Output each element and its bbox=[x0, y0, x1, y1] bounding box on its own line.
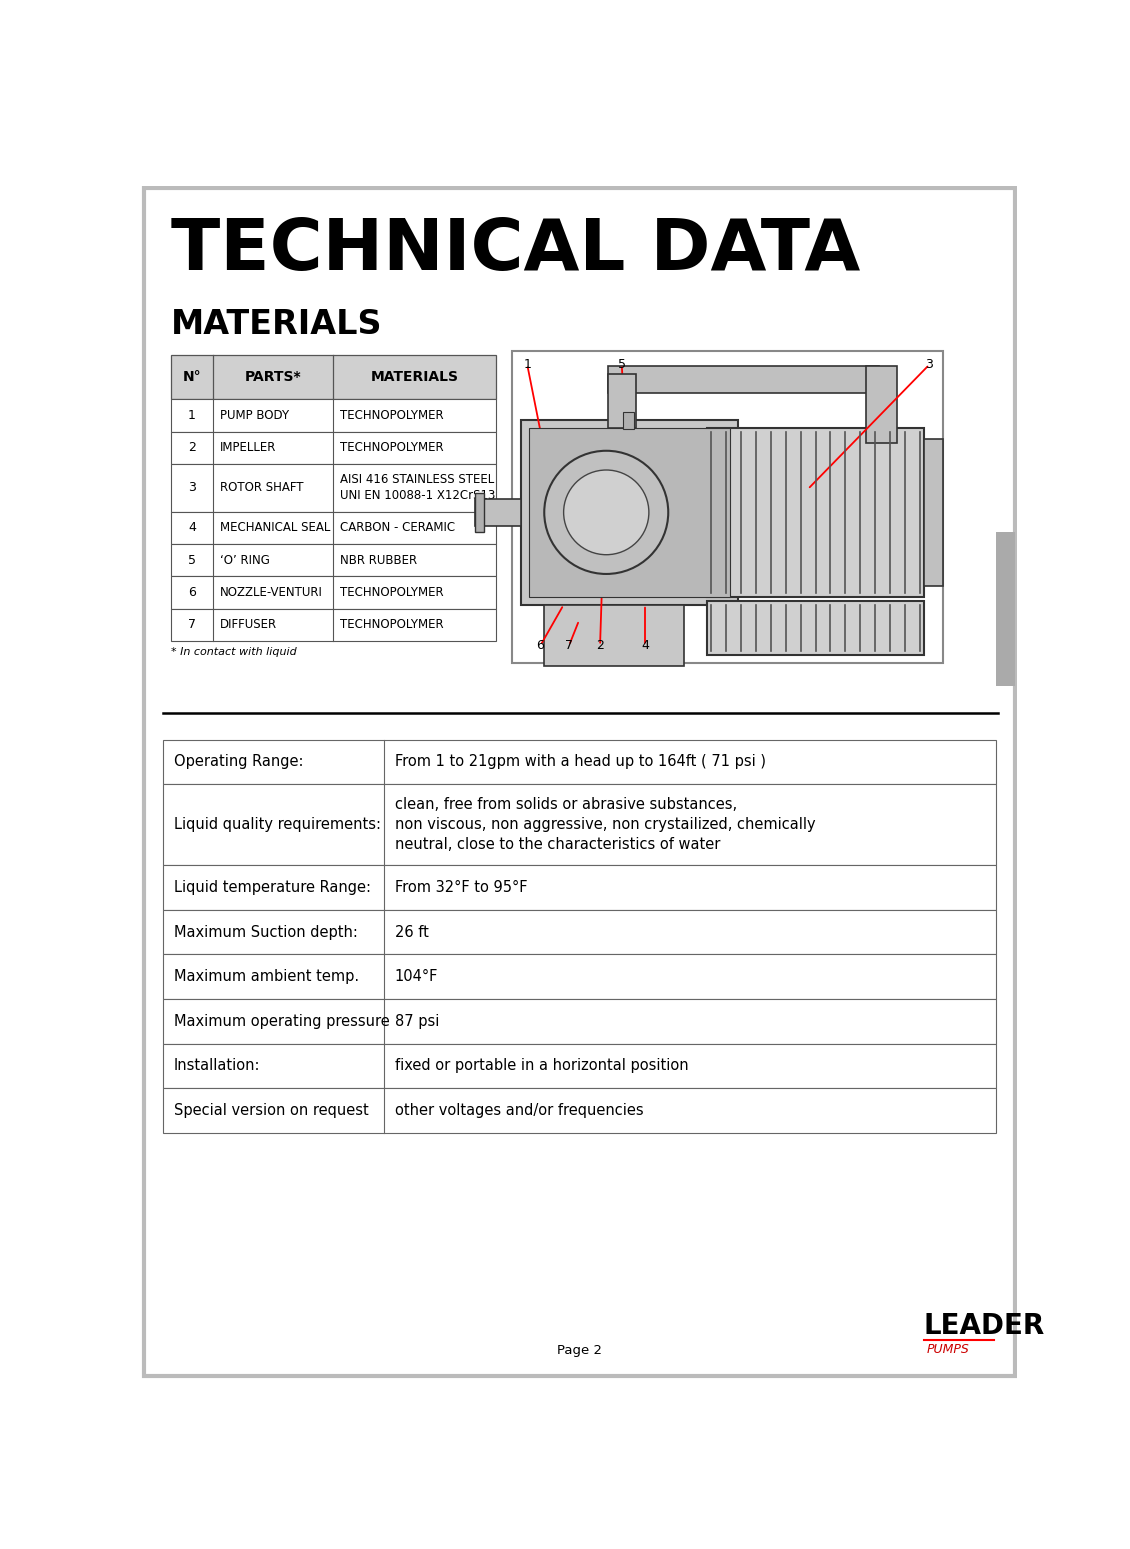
Bar bbox=[475, 499, 521, 527]
Text: Installation:: Installation: bbox=[174, 1058, 260, 1073]
Bar bbox=[171, 576, 496, 609]
Bar bbox=[163, 909, 996, 954]
Bar bbox=[475, 493, 484, 531]
Bar bbox=[171, 432, 496, 463]
Text: 5: 5 bbox=[188, 553, 195, 567]
Bar bbox=[707, 601, 924, 655]
Text: Operating Range:: Operating Range: bbox=[174, 754, 303, 770]
Bar bbox=[163, 1044, 996, 1089]
Bar bbox=[545, 604, 684, 666]
Bar bbox=[924, 440, 944, 586]
Text: N°: N° bbox=[183, 370, 201, 384]
Text: TECHNOPOLYMER: TECHNOPOLYMER bbox=[340, 618, 443, 632]
Text: PUMPS: PUMPS bbox=[927, 1343, 970, 1355]
Text: ‘O’ RING: ‘O’ RING bbox=[219, 553, 269, 567]
Text: 7: 7 bbox=[565, 640, 573, 652]
Bar bbox=[163, 954, 996, 999]
Text: ROTOR SHAFT: ROTOR SHAFT bbox=[219, 482, 303, 494]
Text: DIFFUSER: DIFFUSER bbox=[219, 618, 277, 632]
Bar bbox=[512, 350, 944, 663]
Text: NBR RUBBER: NBR RUBBER bbox=[340, 553, 417, 567]
Text: 6: 6 bbox=[537, 640, 545, 652]
Bar bbox=[163, 864, 996, 909]
Bar bbox=[521, 420, 738, 604]
Text: PUMP BODY: PUMP BODY bbox=[219, 409, 288, 421]
Text: 4: 4 bbox=[641, 640, 649, 652]
Text: 26 ft: 26 ft bbox=[394, 925, 428, 940]
Text: TECHNOPOLYMER: TECHNOPOLYMER bbox=[340, 586, 443, 599]
Text: MATERIALS: MATERIALS bbox=[371, 370, 459, 384]
Bar bbox=[866, 366, 897, 443]
Text: 87 psi: 87 psi bbox=[394, 1015, 440, 1029]
Text: AISI 416 STAINLESS STEEL
UNI EN 10088-1 X12CrS13: AISI 416 STAINLESS STEEL UNI EN 10088-1 … bbox=[340, 472, 495, 502]
Bar bbox=[163, 739, 996, 784]
Text: clean, free from solids or abrasive substances,
non viscous, non aggressive, non: clean, free from solids or abrasive subs… bbox=[394, 796, 816, 852]
Text: TECHNICAL DATA: TECHNICAL DATA bbox=[171, 215, 860, 285]
Text: 2: 2 bbox=[597, 640, 605, 652]
Text: 3: 3 bbox=[188, 482, 195, 494]
Text: IMPELLER: IMPELLER bbox=[219, 441, 276, 454]
Circle shape bbox=[564, 469, 649, 555]
Text: 6: 6 bbox=[188, 586, 195, 599]
Bar bbox=[171, 544, 496, 576]
Bar bbox=[163, 1089, 996, 1132]
Bar bbox=[624, 412, 634, 429]
Text: * In contact with liquid: * In contact with liquid bbox=[171, 647, 296, 657]
Bar bbox=[171, 355, 496, 400]
Bar bbox=[163, 999, 996, 1044]
Text: From 1 to 21gpm with a head up to 164ft ( 71 psi ): From 1 to 21gpm with a head up to 164ft … bbox=[394, 754, 766, 770]
Text: Maximum Suction depth:: Maximum Suction depth: bbox=[174, 925, 358, 940]
Bar bbox=[171, 511, 496, 544]
Bar bbox=[163, 784, 996, 864]
Text: PARTS*: PARTS* bbox=[245, 370, 302, 384]
Text: Page 2: Page 2 bbox=[557, 1345, 601, 1357]
Circle shape bbox=[545, 451, 668, 575]
Bar bbox=[707, 428, 924, 596]
Bar bbox=[171, 463, 496, 511]
Text: MECHANICAL SEAL: MECHANICAL SEAL bbox=[219, 522, 330, 534]
Text: Liquid temperature Range:: Liquid temperature Range: bbox=[174, 880, 371, 895]
Text: Liquid quality requirements:: Liquid quality requirements: bbox=[174, 816, 381, 832]
Text: 104°F: 104°F bbox=[394, 970, 438, 984]
Bar bbox=[608, 373, 636, 428]
Text: NOZZLE-VENTURI: NOZZLE-VENTURI bbox=[219, 586, 322, 599]
Text: 3: 3 bbox=[925, 358, 933, 372]
Text: 2: 2 bbox=[188, 441, 195, 454]
Text: Special version on request: Special version on request bbox=[174, 1103, 368, 1118]
Text: other voltages and/or frequencies: other voltages and/or frequencies bbox=[394, 1103, 643, 1118]
Bar bbox=[529, 428, 730, 596]
Text: 1: 1 bbox=[523, 358, 531, 372]
Text: 4: 4 bbox=[188, 522, 195, 534]
Text: TECHNOPOLYMER: TECHNOPOLYMER bbox=[340, 441, 443, 454]
Bar bbox=[171, 609, 496, 641]
Text: From 32°F to 95°F: From 32°F to 95°F bbox=[394, 880, 528, 895]
Bar bbox=[171, 400, 496, 432]
Text: fixed or portable in a horizontal position: fixed or portable in a horizontal positi… bbox=[394, 1058, 688, 1073]
Text: Maximum operating pressure: Maximum operating pressure bbox=[174, 1015, 390, 1029]
Text: 7: 7 bbox=[188, 618, 195, 632]
Bar bbox=[608, 366, 879, 393]
Text: MATERIALS: MATERIALS bbox=[171, 308, 382, 341]
Text: CARBON - CERAMIC: CARBON - CERAMIC bbox=[340, 522, 454, 534]
Text: Maximum ambient temp.: Maximum ambient temp. bbox=[174, 970, 359, 984]
Bar bbox=[996, 531, 1015, 686]
Text: 5: 5 bbox=[618, 358, 626, 372]
Text: LEADER: LEADER bbox=[924, 1312, 1045, 1340]
Text: TECHNOPOLYMER: TECHNOPOLYMER bbox=[340, 409, 443, 421]
Text: 1: 1 bbox=[188, 409, 195, 421]
